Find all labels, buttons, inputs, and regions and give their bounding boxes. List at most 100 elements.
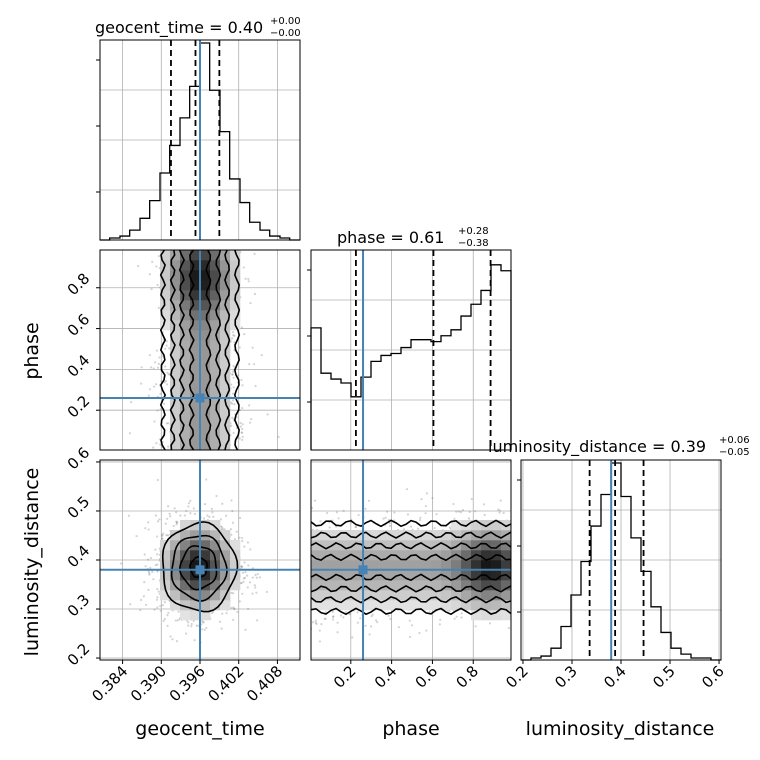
density-cell: [501, 610, 511, 621]
density-cell: [321, 530, 332, 541]
density-cell: [311, 580, 322, 591]
density-cell: [220, 360, 231, 371]
scatter-point: [157, 306, 160, 309]
scatter-point: [153, 608, 156, 611]
density-cell: [341, 590, 352, 601]
scatter-point: [221, 502, 224, 505]
scatter-point: [241, 406, 244, 410]
density-cell: [321, 570, 332, 581]
density-cell: [501, 550, 511, 561]
truth-marker: [358, 565, 368, 575]
scatter-point: [146, 558, 150, 561]
density-cell: [321, 600, 332, 611]
density-cell: [501, 540, 511, 551]
scatter-point: [254, 384, 257, 388]
density-cell: [200, 280, 211, 291]
scatter-point: [402, 528, 406, 531]
scatter-point: [184, 632, 188, 635]
density-cell: [351, 560, 362, 571]
scatter-point: [220, 627, 223, 630]
scatter-point: [147, 588, 150, 591]
density-cell: [180, 370, 191, 381]
density-cell: [180, 440, 191, 450]
title-luminosity-distance-plus: +0.06: [719, 435, 750, 446]
density-cell: [190, 350, 201, 361]
density-cell: [311, 530, 322, 541]
scatter-point: [331, 615, 335, 618]
scatter-point: [219, 525, 223, 528]
density-cell: [200, 350, 211, 361]
scatter-point: [230, 424, 233, 427]
density-cell: [220, 560, 231, 571]
scatter-point: [232, 386, 235, 389]
scatter-point: [159, 604, 162, 608]
density-cell: [190, 330, 201, 341]
scatter-point: [248, 404, 251, 407]
panel-frame: [99, 39, 301, 241]
density-cell: [491, 520, 502, 531]
density-cell: [220, 260, 231, 271]
contour-line: [233, 250, 241, 450]
density-cell: [230, 580, 241, 591]
density-cell: [471, 580, 482, 591]
scatter-point: [253, 252, 256, 255]
scatter-point: [239, 425, 242, 428]
scatter-point: [323, 617, 326, 621]
scatter-point: [326, 511, 329, 515]
scatter-point: [419, 516, 422, 519]
density-cell: [431, 570, 442, 581]
contour-line: [311, 573, 511, 582]
scatter-point: [364, 507, 367, 510]
density-cell: [170, 440, 181, 450]
scatter-point: [251, 346, 254, 349]
scatter-point: [406, 513, 410, 516]
scatter-point: [243, 576, 247, 579]
panel-frame: [99, 249, 301, 451]
density-cell: [220, 570, 231, 581]
scatter-point: [172, 524, 175, 528]
density-cell: [381, 590, 392, 601]
density-cell: [331, 600, 342, 611]
density-cell: [180, 270, 191, 281]
scatter-point: [157, 254, 161, 258]
density-cell: [391, 570, 402, 581]
density-cell: [441, 590, 452, 601]
scatter-point: [389, 617, 392, 620]
density-cell: [411, 530, 422, 541]
scatter-point: [336, 631, 339, 634]
density-cell: [341, 540, 352, 551]
density-cell: [200, 410, 211, 421]
density-cell: [200, 330, 211, 341]
scatter-point: [230, 337, 234, 340]
scatter-point: [238, 536, 241, 539]
density-cell: [200, 550, 211, 561]
scatter-point: [240, 326, 243, 329]
density-cell: [160, 590, 171, 601]
scatter-point: [238, 437, 241, 440]
scatter-point: [149, 556, 153, 560]
scatter-point: [159, 609, 162, 612]
contour-line: [311, 553, 511, 562]
density-cell: [461, 560, 472, 571]
scatter-point: [144, 565, 147, 568]
density-cell: [341, 570, 352, 581]
scatter-point: [318, 629, 321, 632]
density-cell: [210, 280, 221, 291]
density-cell: [220, 580, 231, 591]
scatter-point: [156, 587, 159, 591]
scatter-point: [231, 399, 235, 402]
scatter-point: [483, 513, 486, 516]
density-cell: [431, 590, 442, 601]
density-cell: [481, 590, 492, 601]
density-cell: [180, 520, 191, 531]
density-cell: [431, 560, 442, 571]
density-cell: [441, 570, 452, 581]
scatter-point: [435, 513, 438, 516]
scatter-point: [187, 505, 190, 508]
density-cell: [461, 530, 472, 541]
scatter-point: [156, 283, 159, 287]
density-cell: [411, 560, 422, 571]
density-cell: [200, 400, 211, 411]
scatter-point: [439, 618, 442, 621]
scatter-point: [203, 628, 206, 631]
